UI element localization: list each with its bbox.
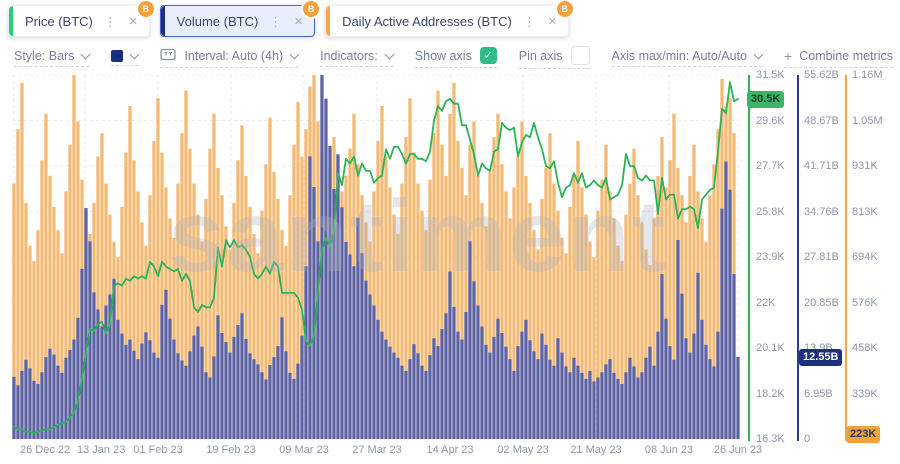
x-axis-label: 02 May 23 — [497, 444, 549, 456]
chart-toolbar: Style: Bars Interval: Auto (4h) Indicato… — [14, 46, 893, 69]
chevron-down-icon — [289, 49, 300, 59]
combine-metrics-button[interactable]: + Combine metrics — [784, 48, 893, 68]
axis-tick-label: 813K — [852, 205, 878, 218]
tab-label: Volume (BTC) — [176, 13, 259, 29]
axis-tick-label: 23.9K — [756, 251, 785, 263]
axis-tick-label: 16.3K — [756, 433, 785, 445]
color-swatch-dropdown[interactable] — [111, 49, 140, 66]
price-axis-labels: 31.5K 29.6K 27.7K 25.8K 23.9K 22K 20.1K 18.2K 16… — [756, 69, 794, 445]
chart-plot[interactable] — [12, 75, 740, 439]
chevron-down-icon — [80, 49, 91, 59]
style-label: Style: Bars — [14, 48, 75, 63]
axis-tick-label: 27.81B — [804, 251, 839, 263]
pin-axis-label: Pin axis — [518, 48, 563, 63]
tab-label: Price (BTC) — [25, 13, 93, 29]
x-axis-label: 14 Apr 23 — [426, 444, 474, 456]
axis-tick-label: 458K — [852, 342, 878, 354]
axis-tick-label: 34.76B — [804, 205, 839, 218]
tab-accent-strip — [160, 6, 165, 36]
indicators-dropdown[interactable]: Indicators: — [320, 48, 395, 67]
color-swatch — [111, 49, 124, 62]
axis-tick-label: 576K — [852, 296, 878, 309]
interval-label: Interval: Auto (4h) — [184, 48, 284, 63]
chevron-down-icon — [384, 49, 395, 59]
x-axis-label: 01 Feb 23 — [133, 444, 183, 456]
axis-tick-label: 41.71B — [804, 160, 839, 172]
close-icon[interactable]: × — [294, 12, 304, 30]
chevron-down-icon — [753, 49, 764, 59]
axis-tick-label: 29.6K — [756, 114, 785, 127]
x-axis-label: 21 May 23 — [570, 444, 622, 456]
close-icon[interactable]: × — [547, 12, 557, 30]
volume-axis-labels: 55.62B48.67B41.71B34.76B27.81B20.85B13.9… — [804, 69, 842, 445]
axis-tick-label: 22K — [756, 296, 776, 309]
x-axis-labels: 26 Dec 22 13 Jan 23 01 Feb 23 19 Feb 23 09 M… — [12, 444, 772, 460]
combine-metrics-label: Combine metrics — [799, 48, 893, 63]
daa-last-value-badge: 223K — [846, 426, 881, 444]
style-dropdown[interactable]: Style: Bars — [14, 48, 91, 67]
tab-daily-active-addresses-btc[interactable]: Daily Active Addresses (BTC) ⋮ × B — [325, 0, 575, 37]
checkbox-unchecked-icon[interactable] — [570, 46, 590, 65]
checkbox-checked-icon[interactable]: ✓ — [479, 47, 497, 64]
show-axis-label: Show axis — [414, 48, 472, 63]
plus-icon: + — [784, 47, 793, 64]
kebab-menu-icon[interactable]: ⋮ — [103, 13, 117, 29]
bitcoin-badge-icon: B — [301, 0, 322, 19]
interval-icon — [160, 48, 177, 64]
daa-axis-line[interactable] — [845, 75, 847, 441]
interval-dropdown[interactable]: Interval: Auto (4h) — [160, 48, 300, 68]
close-icon[interactable]: × — [128, 12, 138, 30]
price-last-value-badge: 30.5K — [747, 90, 785, 109]
pin-axis-toggle[interactable]: Pin axis — [518, 46, 590, 69]
axis-tick-label: 339K — [852, 387, 878, 400]
axis-tick-label: 1.05M — [852, 114, 883, 127]
tab-accent-strip — [326, 6, 331, 36]
axis-tick-label: 1.16M — [852, 69, 883, 81]
x-axis-label: 08 Jun 23 — [644, 444, 694, 456]
daa-axis-labels: 1.16M 1.05M 931K 813K 694K 576K 458K 339K — [852, 69, 892, 441]
x-axis-label: 26 Jun 23 — [713, 444, 763, 456]
x-axis-label: 19 Feb 23 — [206, 444, 256, 456]
axis-maxmin-dropdown[interactable]: Axis max/min: Auto/Auto — [611, 48, 764, 67]
tab-label: Daily Active Addresses (BTC) — [342, 13, 512, 29]
x-axis-label: 13 Jan 23 — [77, 444, 126, 456]
axis-tick-label: 20.1K — [756, 342, 785, 354]
axis-tick-label: 6.95B — [804, 387, 833, 400]
axis-tick-label: 0 — [804, 433, 811, 445]
x-axis-label: 26 Dec 22 — [20, 444, 71, 456]
axis-tick-label: 55.62B — [804, 69, 839, 81]
axis-tick-label: 48.67B — [804, 114, 839, 127]
bitcoin-badge-icon: B — [135, 0, 156, 19]
chevron-down-icon — [129, 49, 140, 59]
tab-accent-strip — [9, 6, 13, 36]
axis-maxmin-label: Axis max/min: Auto/Auto — [611, 48, 748, 63]
price-axis-line[interactable] — [748, 75, 750, 441]
axis-tick-label: 931K — [852, 160, 878, 172]
show-axis-toggle[interactable]: Show axis ✓ — [414, 47, 497, 68]
axis-tick-label: 694K — [852, 251, 878, 263]
axis-tick-label: 25.8K — [756, 205, 785, 218]
kebab-menu-icon[interactable]: ⋮ — [522, 13, 536, 29]
metric-tabs: Price (BTC) ⋮ × B Volume (BTC) ⋮ × B Dai… — [8, 0, 575, 37]
axis-tick-label: 20.85B — [804, 296, 839, 309]
x-axis-label: 27 Mar 23 — [352, 444, 402, 456]
kebab-menu-icon[interactable]: ⋮ — [269, 13, 283, 29]
tab-volume-btc[interactable]: Volume (BTC) ⋮ × B — [159, 0, 322, 37]
volume-last-value-badge: 12.55B — [799, 348, 843, 367]
indicators-label: Indicators: — [320, 48, 378, 63]
axis-tick-label: 31.5K — [756, 69, 785, 81]
x-axis-label: 09 Mar 23 — [279, 444, 329, 456]
tab-price-btc[interactable]: Price (BTC) ⋮ × B — [8, 0, 156, 37]
volume-axis-line[interactable] — [797, 75, 799, 441]
axis-tick-label: 27.7K — [756, 160, 785, 172]
bitcoin-badge-icon: B — [554, 0, 575, 19]
axis-tick-label: 18.2K — [756, 387, 785, 400]
